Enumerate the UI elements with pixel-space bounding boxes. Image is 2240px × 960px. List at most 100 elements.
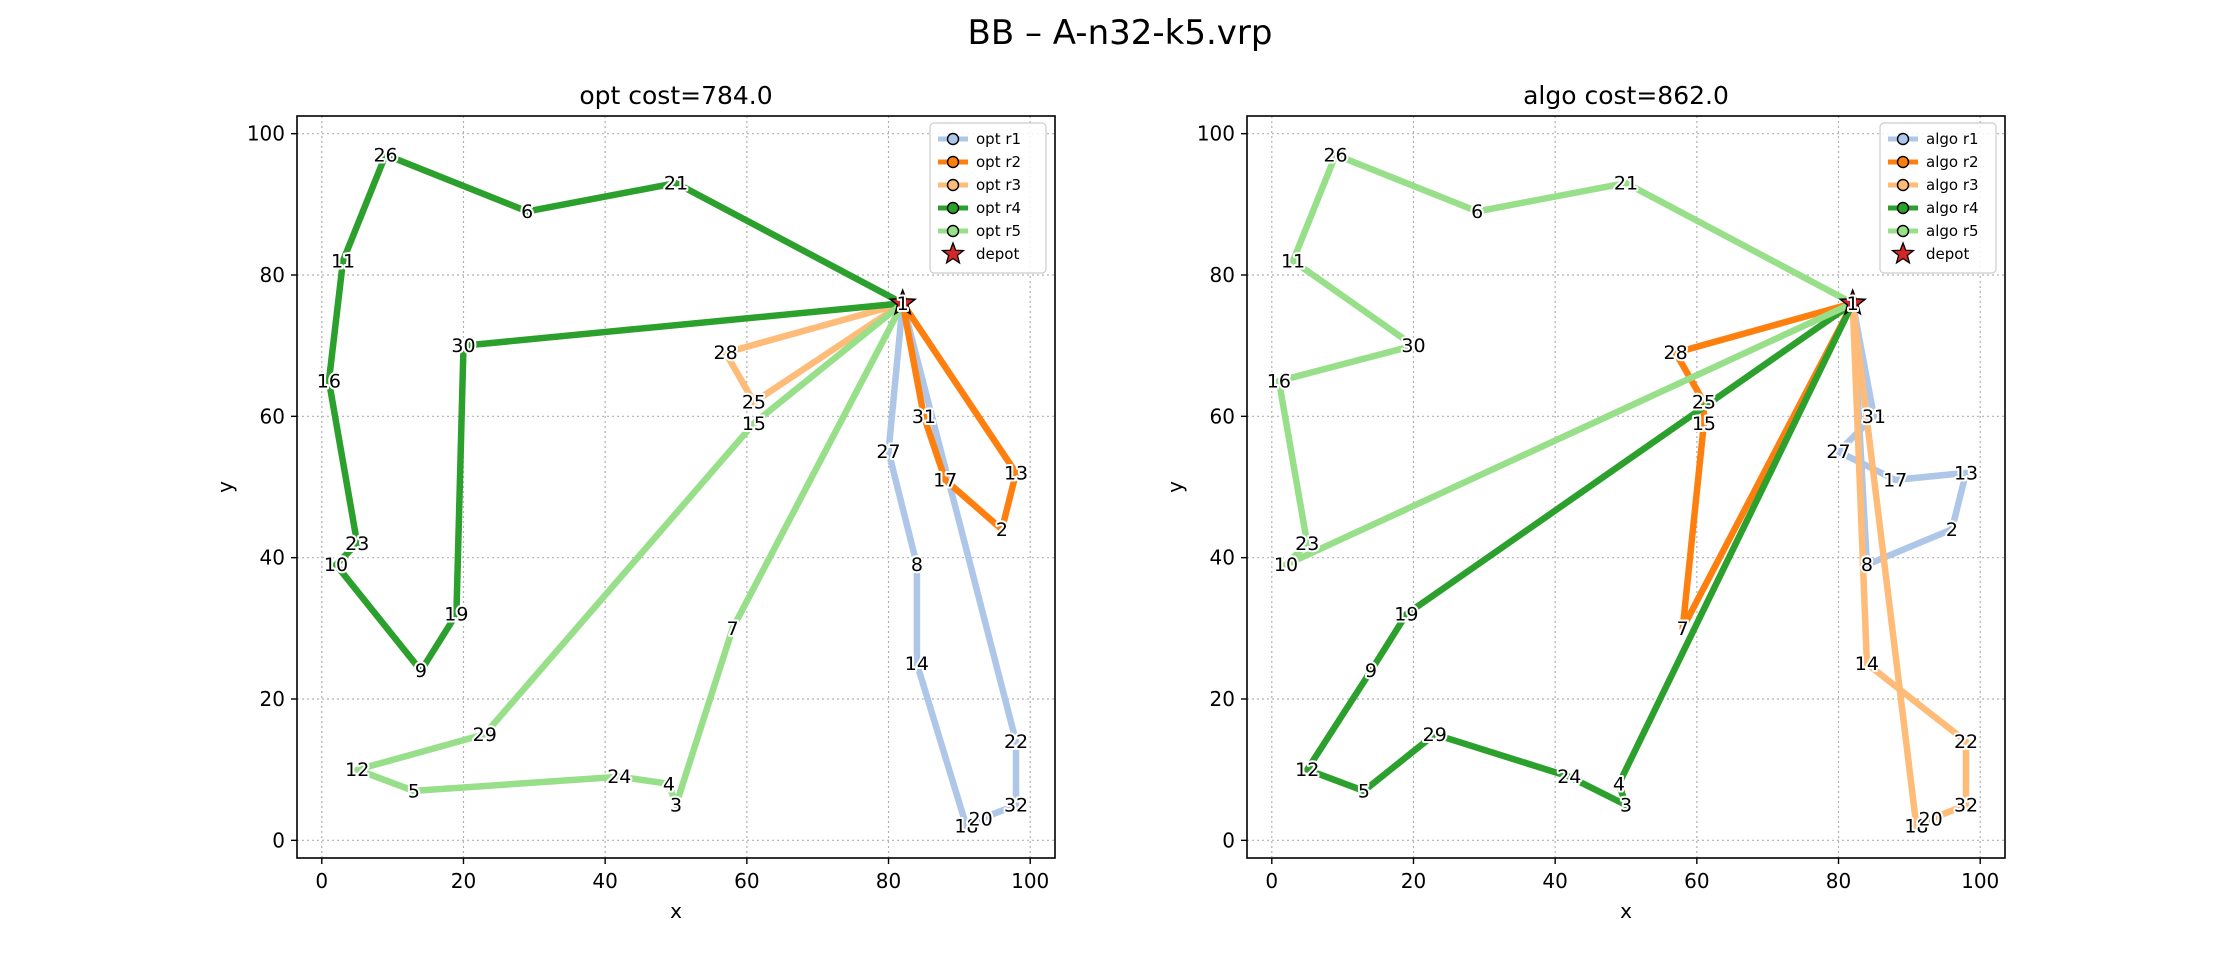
- panel-title: opt cost=784.0: [579, 81, 772, 110]
- legend-label: opt r3: [976, 176, 1021, 194]
- y-tick-label: 60: [260, 404, 285, 428]
- node-label: 17: [1883, 469, 1907, 491]
- node-label: 15: [1692, 413, 1716, 435]
- node-label: 2: [1946, 519, 1958, 541]
- node-label: 16: [1267, 371, 1291, 393]
- panel-title: algo cost=862.0: [1523, 81, 1729, 110]
- node-label: 29: [473, 724, 497, 746]
- node-label: 29: [1423, 724, 1447, 746]
- legend-label: opt r2: [976, 153, 1021, 171]
- panel-algo: 1234567891011121314151617181920212223242…: [1163, 81, 2006, 923]
- axes-frame: [296, 115, 1056, 859]
- node-label: 15: [742, 413, 766, 435]
- node-label: 19: [444, 604, 468, 626]
- node-label: 27: [1826, 441, 1850, 463]
- node-label: 25: [742, 392, 766, 414]
- legend-marker: [946, 155, 960, 169]
- route-line: [1849, 300, 1970, 830]
- node-label: 23: [345, 533, 369, 555]
- x-tick-label: 0: [315, 869, 328, 893]
- node-label: 1: [1847, 293, 1859, 315]
- node-label: 26: [373, 144, 397, 166]
- x-axis-label: x: [1620, 899, 1632, 923]
- node-label: 3: [1620, 795, 1632, 817]
- node-label: 4: [663, 773, 675, 795]
- legend-label: opt r5: [976, 222, 1021, 240]
- route-line: [722, 300, 906, 406]
- legend: algo r1 algo r2 algo r3 algo r4 algo r5 depot: [1879, 122, 1997, 274]
- node-label: 27: [876, 441, 900, 463]
- panel-opt: 1234567891011121314151617181920212223242…: [213, 81, 1056, 923]
- legend-label: algo r3: [1926, 176, 1979, 194]
- legend-marker: [946, 178, 960, 192]
- node-label: 14: [905, 653, 929, 675]
- x-tick-label: 20: [1401, 869, 1426, 893]
- legend-marker: [1896, 132, 1910, 146]
- x-tick-label: 100: [1961, 869, 1999, 893]
- y-tick-label: 0: [272, 828, 285, 852]
- node-label: 30: [451, 335, 475, 357]
- legend-depot-marker: [1890, 241, 1916, 265]
- legend-marker: [1896, 155, 1910, 169]
- route-line: [885, 300, 1020, 830]
- legend-label: depot: [976, 245, 1019, 263]
- y-tick-label: 100: [1197, 122, 1235, 146]
- node-label: 9: [1365, 660, 1377, 682]
- x-tick-label: 60: [1684, 869, 1709, 893]
- node-label: 25: [1692, 392, 1716, 414]
- legend-label: algo r1: [1926, 130, 1979, 148]
- node-label: 32: [1004, 795, 1028, 817]
- node-label: 24: [1557, 766, 1581, 788]
- legend-marker: [1896, 201, 1910, 215]
- x-tick-label: 20: [451, 869, 476, 893]
- node-label: 26: [1323, 144, 1347, 166]
- node-label: 7: [727, 618, 739, 640]
- node-label: 31: [912, 406, 936, 428]
- node-label: 31: [1862, 406, 1886, 428]
- node-label: 9: [415, 660, 427, 682]
- legend-label: algo r5: [1926, 222, 1979, 240]
- node-label: 20: [1919, 809, 1943, 831]
- legend-label: algo r4: [1926, 199, 1979, 217]
- y-tick-label: 0: [1222, 828, 1235, 852]
- y-tick-label: 100: [247, 122, 285, 146]
- node-label: 28: [1663, 342, 1687, 364]
- node-label: 13: [1954, 462, 1978, 484]
- route-line: [1275, 151, 1856, 568]
- node-label: 6: [521, 201, 533, 223]
- route-line: [1672, 300, 1856, 632]
- node-label: 6: [1471, 201, 1483, 223]
- axes-frame: [1246, 115, 2006, 859]
- depot-marker: [888, 288, 918, 316]
- node-label: 11: [331, 250, 355, 272]
- legend-marker: [946, 201, 960, 215]
- node-label: 1: [897, 293, 909, 315]
- node-label: 21: [1614, 173, 1638, 195]
- y-axis-label: y: [213, 481, 237, 493]
- node-label: 18: [954, 816, 978, 838]
- node-label: 12: [1295, 759, 1319, 781]
- x-tick-label: 60: [734, 869, 759, 893]
- legend-label: opt r1: [976, 130, 1021, 148]
- node-label: 21: [664, 173, 688, 195]
- node-label: 10: [1274, 554, 1298, 576]
- node-label: 4: [1613, 773, 1625, 795]
- node-label: 24: [607, 766, 631, 788]
- node-label: 10: [324, 554, 348, 576]
- node-label: 8: [911, 554, 923, 576]
- node-label: 12: [345, 759, 369, 781]
- node-label: 3: [670, 795, 682, 817]
- x-tick-label: 100: [1011, 869, 1049, 893]
- node-label: 30: [1401, 335, 1425, 357]
- y-tick-label: 60: [1210, 404, 1235, 428]
- route-line: [353, 300, 906, 809]
- legend-marker: [1896, 224, 1910, 238]
- legend-label: algo r2: [1926, 153, 1979, 171]
- x-tick-label: 80: [876, 869, 901, 893]
- node-label: 19: [1394, 604, 1418, 626]
- legend-label: depot: [1926, 245, 1969, 263]
- node-label: 2: [996, 519, 1008, 541]
- node-label: 22: [1954, 731, 1978, 753]
- legend-marker: [946, 132, 960, 146]
